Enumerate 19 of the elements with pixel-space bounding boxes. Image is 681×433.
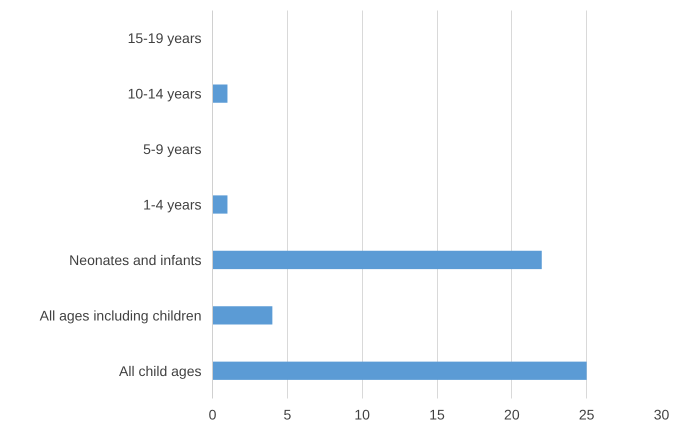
y-tick-label: 1-4 years xyxy=(143,196,202,212)
bar xyxy=(212,84,228,103)
y-tick-label: All ages including children xyxy=(40,307,202,324)
x-tick-label: 5 xyxy=(283,406,292,422)
x-tick-label: 0 xyxy=(208,406,217,422)
y-tick-label: 15-19 years xyxy=(128,30,202,46)
y-tick-label: Neonates and infants xyxy=(69,252,202,268)
x-tick-label: 15 xyxy=(429,406,445,422)
y-tick-label: 10-14 years xyxy=(128,86,202,102)
bar xyxy=(212,362,587,380)
y-tick-label: All child ages xyxy=(119,362,202,379)
x-tick-label: 20 xyxy=(504,406,520,422)
y-tick-label: 5-9 years xyxy=(143,141,202,158)
bar xyxy=(212,195,228,214)
bar xyxy=(212,250,542,270)
x-tick-label: 10 xyxy=(354,406,370,422)
bar xyxy=(212,306,272,325)
x-tick-label: 30 xyxy=(654,406,670,422)
x-tick-label: 25 xyxy=(578,406,595,422)
